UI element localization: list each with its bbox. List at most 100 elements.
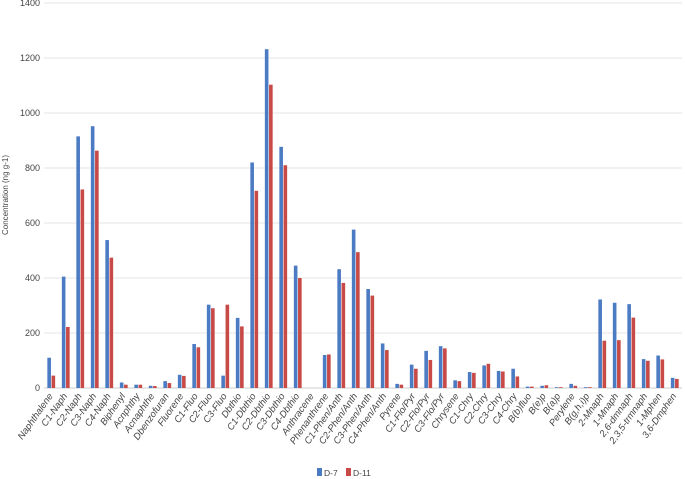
bar-d7	[525, 386, 530, 388]
bar-d11	[515, 376, 520, 388]
legend-swatch	[346, 468, 351, 476]
bar-d11	[660, 359, 665, 388]
legend-label: D-7	[324, 468, 338, 478]
bar-d7	[351, 229, 356, 388]
bar-d11	[254, 190, 259, 388]
bar-d7	[598, 299, 602, 388]
bar-d11	[530, 386, 534, 388]
bar-d7	[554, 387, 559, 388]
y-tick-label: 1000	[20, 108, 40, 118]
bar-d11	[211, 308, 215, 388]
bar-d7	[279, 146, 283, 388]
bar-d11	[225, 304, 230, 388]
bar-d7	[424, 350, 428, 388]
bar-d11	[544, 385, 549, 388]
bar-d11	[457, 381, 462, 388]
bar-d7	[192, 344, 196, 388]
bar-d7	[119, 382, 124, 388]
y-tick-label: 1400	[20, 0, 40, 8]
bar-d7	[627, 304, 631, 388]
y-tick-label: 400	[25, 273, 40, 283]
bar-d11	[472, 372, 476, 388]
bar-d7	[540, 385, 544, 388]
bar-d7	[511, 368, 515, 388]
bar-d7	[250, 162, 254, 388]
bar-d7	[148, 385, 153, 388]
bar-d7	[612, 302, 617, 388]
bar-d7	[322, 355, 327, 388]
bar-d7	[235, 317, 240, 388]
bar-d11	[588, 387, 592, 388]
bar-d11	[327, 354, 331, 388]
y-axis-label: Concentration (ng g-1)	[1, 155, 10, 235]
bar-d7	[76, 136, 80, 388]
bar-d11	[573, 385, 578, 388]
bar-d11	[240, 326, 244, 388]
bar-d11	[341, 282, 346, 388]
bars	[47, 49, 679, 389]
bar-d11	[602, 340, 607, 388]
bar-d7	[438, 346, 443, 388]
bar-d7	[337, 269, 341, 388]
bar-d11	[182, 375, 186, 388]
legend-label: D-11	[353, 468, 371, 478]
bar-d11	[486, 363, 491, 388]
y-tick-label: 800	[25, 163, 40, 173]
grid-lines	[44, 2, 682, 389]
bar-d7	[569, 383, 573, 388]
y-tick-label: 600	[25, 218, 40, 228]
bar-d11	[646, 360, 650, 388]
bar-d7	[163, 381, 167, 388]
bar-d7	[467, 372, 472, 388]
bar-d7	[206, 304, 211, 388]
bar-d7	[90, 126, 95, 388]
bar-d7	[221, 375, 225, 388]
bar-d11	[138, 384, 143, 388]
bar-d7	[366, 289, 370, 388]
legend: D-7 D-11	[317, 468, 371, 478]
x-axis-ticks: NaphthaleneC1-NaphC2-NaphC3-NaphC4-NaphB…	[16, 390, 679, 447]
bar-d11	[356, 252, 360, 388]
bar-d11	[269, 84, 273, 389]
bar-d11	[675, 378, 679, 388]
bar-d11	[501, 371, 505, 388]
bar-d7	[453, 380, 457, 388]
bar-d11	[559, 387, 563, 388]
bar-d11	[153, 386, 157, 388]
bar-d7	[134, 384, 138, 388]
bar-d7	[641, 359, 646, 388]
bar-d7	[264, 49, 269, 388]
bar-d11	[196, 347, 201, 388]
bar-d11	[414, 368, 418, 388]
bar-d7	[293, 265, 298, 388]
bar-d7	[496, 370, 501, 388]
bar-d11	[66, 326, 70, 388]
bar-d11	[80, 189, 85, 388]
bar-d11	[428, 359, 433, 388]
bar-d11	[95, 150, 99, 388]
bar-d7	[380, 343, 385, 388]
y-tick-label: 1200	[20, 53, 40, 63]
bar-d7	[61, 276, 66, 388]
bar-d11	[283, 165, 288, 388]
bar-d11	[124, 384, 128, 388]
bar-d7	[395, 383, 399, 388]
bar-d11	[51, 375, 56, 388]
bar-d11	[109, 257, 114, 388]
bar-d7	[47, 357, 51, 388]
bar-d7	[105, 240, 109, 388]
bar-d7	[482, 365, 486, 388]
y-tick-label: 200	[25, 328, 40, 338]
y-tick-label: 0	[35, 383, 40, 393]
bar-d11	[370, 295, 375, 388]
bar-d11	[167, 383, 172, 388]
bar-d7	[656, 355, 660, 388]
bar-d11	[298, 278, 302, 388]
bar-d11	[399, 384, 404, 388]
bar-d7	[177, 374, 182, 388]
y-axis-ticks: 0 200 400 600 800 1000 1200 1400	[20, 0, 40, 393]
bar-d11	[631, 317, 636, 388]
legend-swatch	[317, 468, 322, 476]
bar-d7	[409, 364, 414, 388]
